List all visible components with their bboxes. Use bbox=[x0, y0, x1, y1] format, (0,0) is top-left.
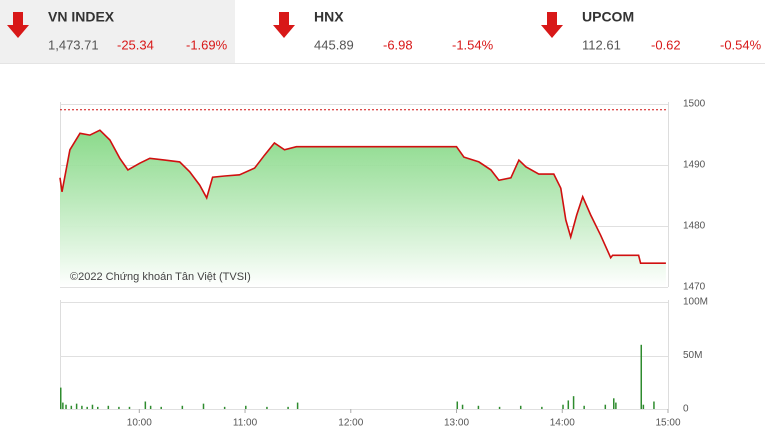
volume-bar bbox=[583, 405, 585, 409]
volume-bar bbox=[202, 403, 205, 409]
volume-bar bbox=[86, 406, 88, 409]
volume-bar bbox=[567, 400, 570, 409]
y-tick-label: 1480 bbox=[683, 221, 706, 232]
volume-bar bbox=[107, 405, 110, 409]
index-name[interactable]: UPCOM bbox=[582, 9, 634, 25]
volume-bar bbox=[498, 406, 501, 409]
volume-bar bbox=[223, 406, 226, 409]
index-value: 112.61 bbox=[582, 37, 621, 52]
volume-bar bbox=[75, 403, 78, 409]
x-tick-label: 15:00 bbox=[655, 418, 680, 429]
area bbox=[60, 130, 666, 287]
volume-bar bbox=[287, 406, 289, 409]
index-value: 445.89 bbox=[314, 37, 354, 52]
volume-bar bbox=[604, 404, 607, 409]
x-tick-label: 10:00 bbox=[127, 418, 152, 429]
volume-bar bbox=[541, 406, 543, 409]
index-change: -6.98 bbox=[383, 37, 413, 52]
y-tick-label: 1470 bbox=[683, 282, 706, 293]
volume-bar bbox=[266, 406, 268, 409]
volume-bar bbox=[91, 404, 94, 409]
x-tick-label: 12:00 bbox=[338, 418, 363, 429]
index-percent: -1.69% bbox=[186, 37, 228, 52]
volume-bar bbox=[613, 398, 615, 409]
index-change: -25.34 bbox=[117, 37, 154, 52]
volume-bar bbox=[81, 405, 83, 409]
y-tick-label: 1490 bbox=[683, 160, 706, 171]
volume-bar bbox=[477, 405, 480, 409]
volume-bar bbox=[62, 402, 64, 409]
y-tick-label: 0 bbox=[683, 404, 689, 415]
volume-bar bbox=[149, 405, 152, 409]
x-tick-label: 13:00 bbox=[444, 418, 469, 429]
x-tick-label: 14:00 bbox=[550, 418, 575, 429]
down-arrow bbox=[273, 12, 295, 38]
volume-bar bbox=[642, 404, 645, 409]
volume-bar bbox=[118, 406, 120, 409]
y-tick-label: 50M bbox=[683, 350, 702, 361]
index-name[interactable]: HNX bbox=[314, 9, 344, 25]
volume-bar bbox=[456, 401, 459, 409]
price-line bbox=[59, 129, 666, 264]
down-arrow bbox=[541, 12, 563, 38]
volume-bar bbox=[519, 405, 522, 409]
x-tick-label: 11:00 bbox=[233, 418, 258, 429]
active-panel bbox=[0, 0, 235, 63]
y-tick-label: 1500 bbox=[683, 99, 706, 110]
volume-bar bbox=[245, 405, 247, 409]
volume-bar bbox=[461, 404, 464, 409]
volume-bar bbox=[640, 344, 643, 409]
index-percent: -1.54% bbox=[452, 37, 494, 52]
volume-bar bbox=[128, 406, 131, 409]
copyright: ©2022 Chứng khoán Tân Việt (TVSI) bbox=[70, 271, 251, 283]
volume-bar bbox=[296, 402, 299, 409]
volume-bar bbox=[144, 401, 147, 409]
volume-bar bbox=[60, 387, 62, 409]
volume-bar bbox=[70, 405, 73, 409]
volume-bar bbox=[572, 396, 575, 409]
volume-bar bbox=[160, 406, 162, 409]
y-tick-label: 100M bbox=[683, 297, 708, 308]
index-percent: -0.54% bbox=[720, 37, 762, 52]
index-name[interactable]: VN INDEX bbox=[48, 9, 115, 25]
index-value: 1,473.71 bbox=[48, 37, 99, 52]
volume-bar bbox=[65, 404, 67, 409]
volume-bar bbox=[562, 404, 564, 409]
down-arrow bbox=[7, 12, 29, 38]
index-change: -0.62 bbox=[651, 37, 681, 52]
volume-bar bbox=[181, 405, 184, 409]
volume-bar bbox=[97, 406, 99, 409]
volume-bar bbox=[615, 402, 617, 409]
volume-bar bbox=[653, 401, 655, 409]
